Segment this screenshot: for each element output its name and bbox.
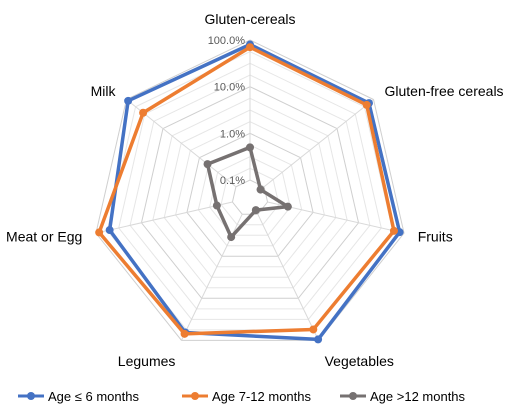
grid-ring-major — [140, 86, 360, 299]
legend-label: Age >12 months — [370, 389, 466, 404]
data-point — [95, 228, 104, 237]
legend-entry: Age 7-12 months — [182, 389, 312, 404]
radar-spokes — [95, 40, 405, 341]
data-point — [362, 100, 371, 109]
data-point — [256, 185, 265, 194]
series-2 — [203, 143, 292, 242]
legend-label: Age 7-12 months — [212, 389, 312, 404]
data-point — [203, 160, 212, 169]
data-point — [389, 226, 398, 235]
legend-label: Age ≤ 6 months — [48, 389, 139, 404]
grid-ring-minor — [152, 97, 348, 289]
category-label: Gluten-cereals — [204, 11, 295, 27]
radar-grid — [95, 39, 405, 341]
radar-tick-labels: 0.1% 1.0% 10.0% 100.0% — [208, 35, 246, 187]
series-line — [107, 42, 402, 342]
data-point — [180, 329, 189, 338]
data-point — [251, 206, 260, 215]
tick-label: 10.0% — [214, 82, 245, 94]
radar-category-labels: Gluten-cereals Gluten-free cereals Fruits V… — [6, 11, 504, 369]
radar-spoke — [263, 99, 374, 188]
grid-ring-minor — [106, 51, 394, 331]
category-label: Vegetables — [325, 353, 394, 369]
data-point — [246, 143, 254, 152]
category-label: Legumes — [118, 353, 176, 369]
tick-label: 0.1% — [220, 175, 245, 187]
data-point — [227, 233, 236, 242]
grid-ring-minor — [175, 121, 325, 268]
data-point — [314, 335, 323, 344]
grid-ring-major — [95, 39, 405, 341]
data-point — [105, 226, 114, 235]
series-line — [205, 145, 290, 239]
series-1 — [95, 43, 398, 338]
radar-spoke — [95, 201, 233, 234]
radar-spoke — [257, 214, 320, 341]
legend-entry: Age >12 months — [340, 389, 466, 404]
category-label: Milk — [91, 83, 117, 99]
grid-ring-major — [186, 132, 314, 257]
data-point — [139, 108, 148, 117]
category-label: Meat or Egg — [6, 228, 82, 244]
legend-marker — [191, 392, 199, 400]
data-point — [246, 43, 254, 52]
legend-entry: Age ≤ 6 months — [18, 389, 139, 404]
grid-ring-minor — [209, 156, 291, 236]
category-label: Fruits — [418, 228, 453, 244]
data-point — [283, 202, 292, 211]
grid-ring-minor — [220, 167, 280, 226]
chart-legend: Age ≤ 6 months Age 7-12 months Age >12 mon… — [18, 389, 466, 404]
grid-ring-minor — [118, 62, 382, 320]
legend-marker — [349, 392, 357, 400]
tick-label: 1.0% — [220, 128, 245, 140]
legend-marker — [27, 392, 35, 400]
radar-series — [95, 40, 404, 344]
category-label: Gluten-free cereals — [385, 83, 504, 99]
grid-ring-minor — [129, 74, 371, 310]
data-point — [212, 201, 221, 210]
series-line — [97, 45, 396, 336]
tick-label: 100.0% — [208, 35, 246, 47]
grid-ring-minor — [197, 144, 303, 247]
grid-ring-minor — [163, 109, 337, 278]
data-point — [309, 325, 318, 334]
data-point — [124, 96, 133, 105]
